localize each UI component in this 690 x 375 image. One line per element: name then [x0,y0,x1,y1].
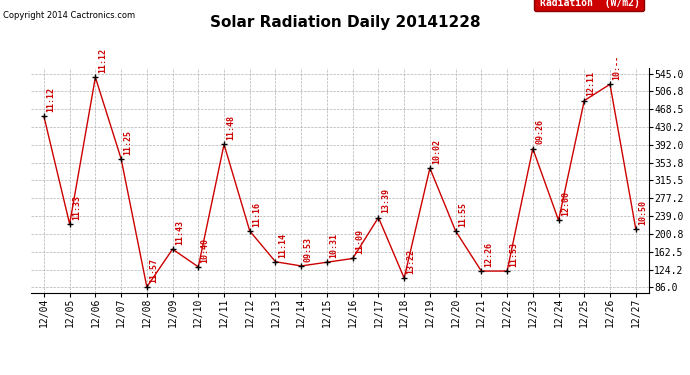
Text: 11:12: 11:12 [98,48,107,73]
Text: 10:--: 10:-- [613,55,622,80]
Text: 11:48: 11:48 [226,115,235,140]
Text: 11:43: 11:43 [175,220,184,245]
Text: 11:53: 11:53 [509,242,518,267]
Text: 13:39: 13:39 [381,188,390,213]
Text: 11:16: 11:16 [253,202,262,227]
Text: 12:26: 12:26 [484,242,493,267]
Text: Solar Radiation Daily 20141228: Solar Radiation Daily 20141228 [210,15,480,30]
Text: Copyright 2014 Cactronics.com: Copyright 2014 Cactronics.com [3,11,135,20]
Text: 11:55: 11:55 [458,202,467,227]
Text: 10:40: 10:40 [201,238,210,263]
Text: 11:12: 11:12 [46,87,55,112]
Text: 12:00: 12:00 [561,191,570,216]
Text: 11:33: 11:33 [72,195,81,220]
Text: 09:26: 09:26 [535,119,544,144]
Text: 10:02: 10:02 [433,139,442,164]
Text: 11:25: 11:25 [124,130,132,154]
Text: 11:14: 11:14 [278,232,287,258]
Legend: Radiation  (W/m2): Radiation (W/m2) [534,0,644,11]
Text: 13:22: 13:22 [406,249,415,274]
Text: 10:31: 10:31 [329,233,338,258]
Text: 10:50: 10:50 [638,200,647,225]
Text: 11:57: 11:57 [149,258,158,283]
Text: 09:53: 09:53 [304,237,313,262]
Text: 12:11: 12:11 [586,71,595,96]
Text: 11:09: 11:09 [355,230,364,254]
